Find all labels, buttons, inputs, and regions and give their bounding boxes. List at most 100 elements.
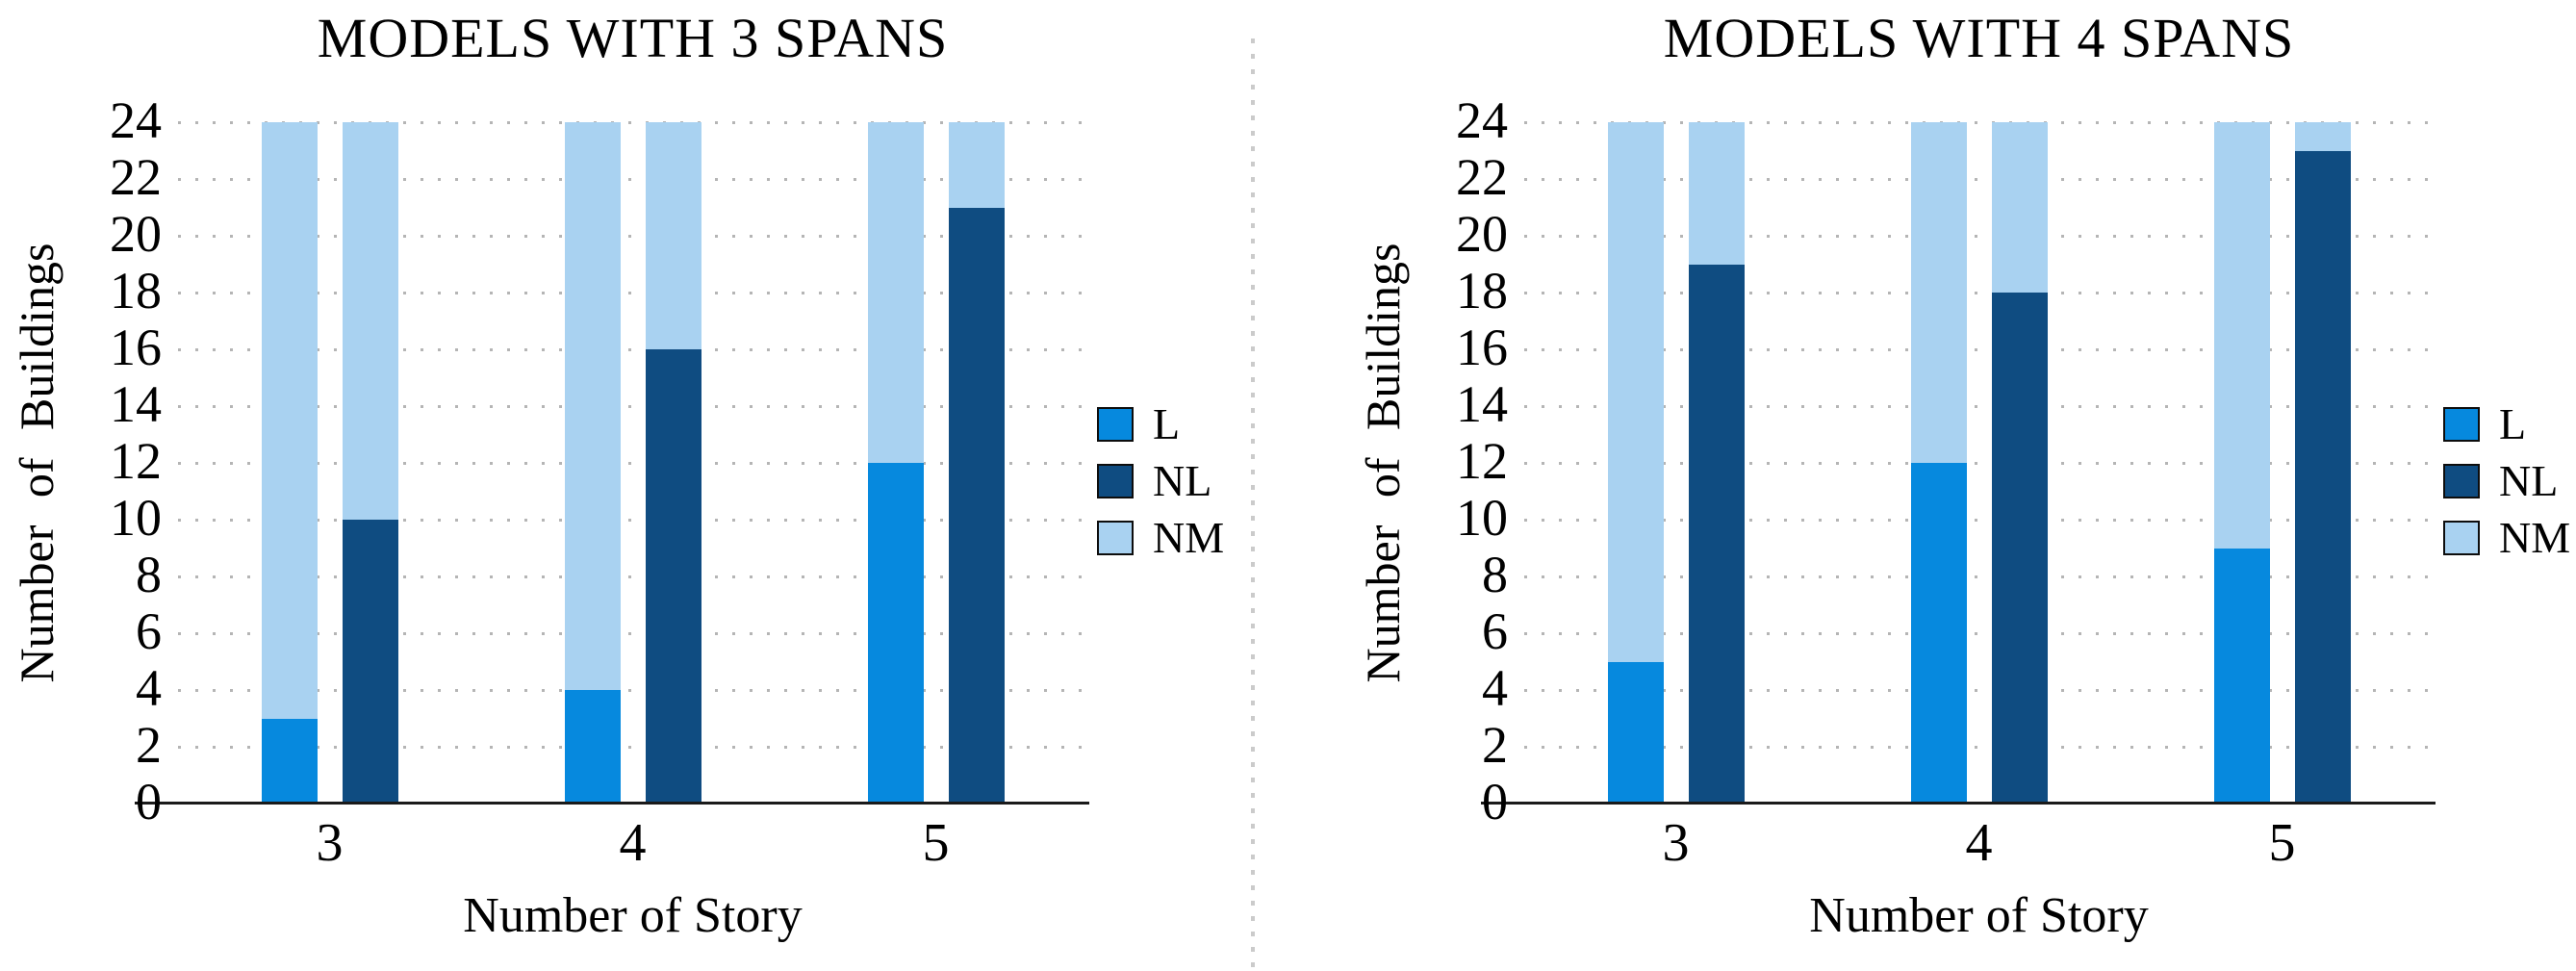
gridline-y-18 (1524, 291, 2434, 294)
x-axis-line (135, 802, 1089, 805)
y-tick-label-8: 8 (1482, 545, 1508, 603)
gridline-y-10 (1524, 518, 2434, 522)
gridline-y-20 (178, 234, 1087, 238)
x-axis-title: Number of Story (463, 888, 803, 943)
legend-label-NL: NL (1153, 456, 1212, 505)
gridline-y-12 (1524, 461, 2434, 465)
x-axis-title: Number of Story (1809, 888, 2149, 943)
chart-box-4-spans: MODELS WITH 4 SPANS Number of Buildings … (1346, 0, 2576, 971)
y-tick-label-18: 18 (110, 261, 162, 319)
legend-swatch-L (2443, 407, 2480, 442)
bar-NL-story-5 (2294, 150, 2351, 804)
bar-L-story-5-NM-filler (2213, 122, 2270, 549)
bar-L-story-4-NM-filler (1910, 122, 1967, 463)
chart-panel-3-spans: MODELS WITH 3 SPANS Number of Buildings … (0, 0, 1251, 971)
legend: L NL NM (2443, 402, 2570, 573)
legend-label-L: L (1153, 399, 1181, 448)
gridline-y-6 (1524, 631, 2434, 635)
gridline-y-14 (1524, 404, 2434, 408)
gridline-y-24 (1524, 120, 2434, 124)
legend: L NL NM (1097, 402, 1224, 573)
x-tick-label-3: 3 (316, 813, 344, 873)
y-tick-label-0: 0 (136, 772, 162, 830)
legend-swatch-NL (1097, 464, 1134, 498)
gridline-y-14 (178, 404, 1087, 408)
bar-L-story-5-NM-filler (867, 122, 924, 463)
legend-item-NM: NM (2443, 516, 2570, 560)
legend-item-L: L (1097, 402, 1224, 447)
y-tick-label-12: 12 (110, 431, 162, 490)
bar-L-story-4 (564, 690, 621, 804)
legend-swatch-NM (1097, 521, 1134, 555)
y-tick-label-12: 12 (1456, 431, 1508, 490)
gridline-y-2 (1524, 745, 2434, 749)
bar-NL-story-3-NM-filler (342, 122, 398, 520)
x-tick-label-4: 4 (1965, 813, 1993, 873)
bar-L-story-4-NM-filler (564, 122, 621, 690)
bar-L-story-4 (1910, 463, 1967, 804)
y-tick-label-2: 2 (136, 715, 162, 774)
bar-L-story-3 (261, 718, 318, 804)
chart-title: MODELS WITH 4 SPANS (1663, 7, 2295, 69)
gridline-y-22 (178, 177, 1087, 181)
bar-NL-story-3-NM-filler (1688, 122, 1745, 265)
legend-label-NM: NM (1153, 513, 1225, 562)
charts-divider (1251, 38, 1255, 967)
gridline-y-16 (178, 347, 1087, 351)
plot-area (178, 120, 1087, 804)
y-tick-label-18: 18 (1456, 261, 1508, 319)
legend-swatch-NM (2443, 521, 2480, 555)
gridline-y-22 (1524, 177, 2434, 181)
legend-item-NL: NL (1097, 459, 1224, 503)
y-tick-label-10: 10 (110, 488, 162, 547)
gridline-y-8 (1524, 575, 2434, 578)
gridline-y-18 (178, 291, 1087, 294)
legend-item-L: L (2443, 402, 2570, 447)
bar-NL-story-3 (1688, 264, 1745, 804)
bar-L-story-5 (867, 463, 924, 804)
bar-NL-story-4-NM-filler (1991, 122, 2048, 293)
x-tick-label-5: 5 (922, 813, 950, 873)
y-tick-label-24: 24 (110, 90, 162, 149)
gridline-y-24 (178, 120, 1087, 124)
y-tick-label-6: 6 (1482, 601, 1508, 660)
x-axis-line (1481, 802, 2436, 805)
bar-NL-story-5-NM-filler (2294, 122, 2351, 151)
x-tick-label-3: 3 (1662, 813, 1690, 873)
gridline-y-2 (178, 745, 1087, 749)
bar-L-story-3 (1607, 661, 1664, 804)
y-tick-label-2: 2 (1482, 715, 1508, 774)
gridline-y-6 (178, 631, 1087, 635)
y-tick-label-16: 16 (110, 318, 162, 376)
y-tick-label-8: 8 (136, 545, 162, 603)
bar-L-story-3-NM-filler (261, 122, 318, 719)
chart-box-3-spans: MODELS WITH 3 SPANS Number of Buildings … (0, 0, 1251, 971)
y-tick-label-14: 14 (110, 374, 162, 433)
legend-item-NL: NL (2443, 459, 2570, 503)
y-tick-label-20: 20 (1456, 204, 1508, 263)
legend-swatch-L (1097, 407, 1134, 442)
y-tick-label-22: 22 (110, 147, 162, 206)
x-tick-label-4: 4 (619, 813, 647, 873)
plot-area (1524, 120, 2434, 804)
legend-label-NM: NM (2499, 513, 2571, 562)
legend-label-NL: NL (2499, 456, 2559, 505)
gridline-y-10 (178, 518, 1087, 522)
y-tick-label-14: 14 (1456, 374, 1508, 433)
gridline-y-4 (178, 688, 1087, 692)
bar-NL-story-5 (948, 207, 1005, 804)
bar-NL-story-4 (1991, 293, 2048, 804)
gridline-y-4 (1524, 688, 2434, 692)
y-tick-label-20: 20 (110, 204, 162, 263)
legend-item-NM: NM (1097, 516, 1224, 560)
legend-swatch-NL (2443, 464, 2480, 498)
y-tick-label-4: 4 (1482, 658, 1508, 717)
y-tick-label-6: 6 (136, 601, 162, 660)
y-tick-label-22: 22 (1456, 147, 1508, 206)
chart-title: MODELS WITH 3 SPANS (317, 7, 949, 69)
gridline-y-16 (1524, 347, 2434, 351)
bar-NL-story-3 (342, 520, 398, 804)
bar-L-story-3-NM-filler (1607, 122, 1664, 662)
y-tick-label-4: 4 (136, 658, 162, 717)
